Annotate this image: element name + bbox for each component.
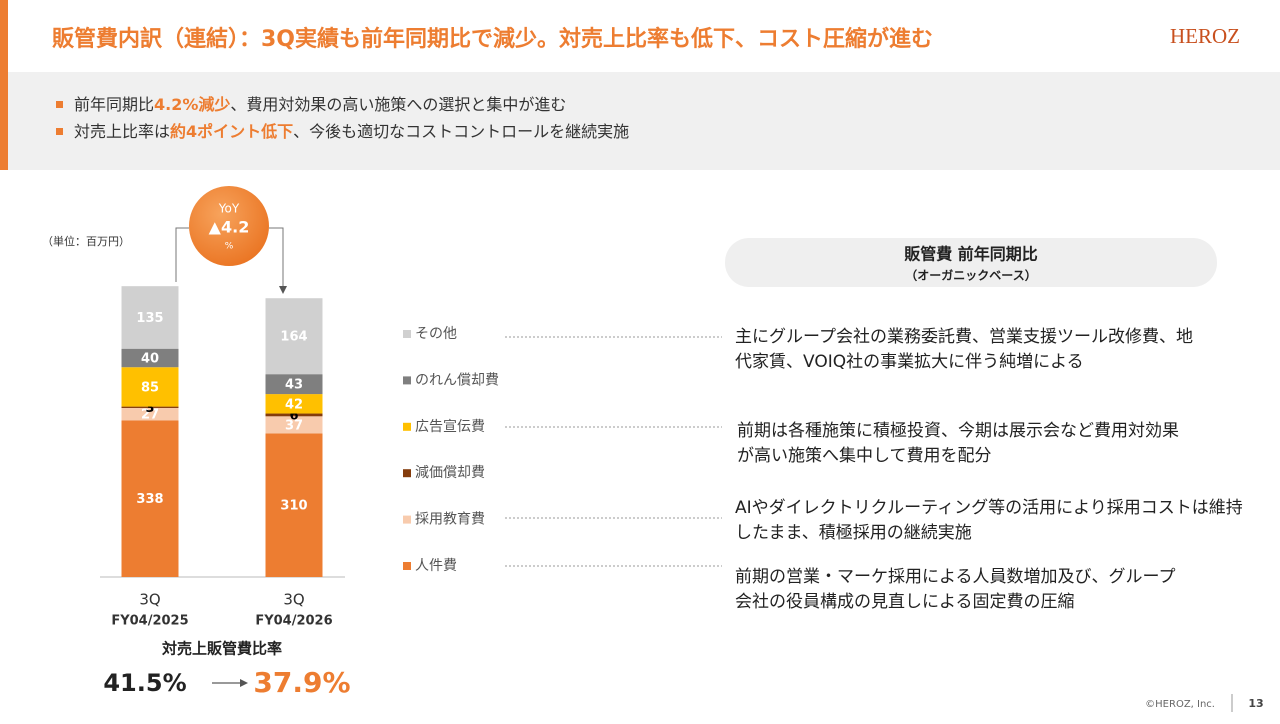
- bullet: 対売上比率は約4ポイント低下、今後も適切なコストコントロールを継続実施: [74, 122, 629, 141]
- note-line: 前期の営業・マーケ採用による人員数増加及び、グループ: [735, 567, 1175, 587]
- legend-swatch: [403, 376, 411, 385]
- bar-segment: [265, 374, 323, 395]
- summary-band: [8, 72, 1280, 170]
- note-line: が高い施策へ集中して費用を配分: [737, 446, 992, 466]
- note-line: 会社の役員構成の見直しによる固定費の圧縮: [735, 592, 1075, 612]
- panel-header: [725, 238, 1217, 287]
- ratio-after: 37.9%: [253, 666, 350, 699]
- yoy-bracket: [269, 227, 287, 294]
- bullet-highlight: 4.2%減少: [154, 95, 230, 114]
- yoy-bracket: [175, 227, 189, 282]
- logo: HEROZ: [1170, 24, 1240, 48]
- bar-segment: [121, 286, 179, 349]
- x-tick-sublabel: FY04/2025: [111, 614, 188, 629]
- bar-segment: [265, 433, 323, 577]
- bullet: 前年同期比4.2%減少、費用対効果の高い施策への選択と集中が進む: [74, 95, 566, 114]
- bar-segment: [121, 407, 179, 421]
- ratio-title: 対売上販管費比率: [161, 640, 282, 658]
- bar-segment: [265, 413, 323, 417]
- bar-segment: [121, 406, 179, 408]
- note-line: したまま、積極採用の継続実施: [735, 523, 972, 543]
- yoy-value: ▲4.2: [209, 218, 250, 237]
- data-label: 164: [280, 330, 307, 345]
- legend-label: 採用教育費: [415, 512, 485, 528]
- data-label: 3: [145, 401, 154, 416]
- legend-swatch: [403, 515, 411, 524]
- bullet-highlight: 約4ポイント低下: [170, 122, 293, 141]
- legend-swatch: [403, 330, 411, 338]
- x-tick-label: 3Q: [139, 591, 160, 609]
- legend-swatch: [403, 469, 411, 478]
- data-label: 135: [136, 311, 163, 326]
- bullet-text: 対売上比率は: [74, 122, 170, 141]
- x-tick-sublabel: FY04/2026: [255, 614, 332, 629]
- bullet-text: 、費用対効果の高い施策への選択と集中が進む: [230, 95, 566, 114]
- accent-bar: [0, 0, 8, 170]
- panel-subtitle: （オーガニックベース）: [905, 268, 1036, 283]
- bar-segment: [121, 420, 179, 577]
- data-label: 40: [141, 351, 159, 366]
- legend-swatch: [403, 562, 411, 570]
- unit-label: （単位：百万円）: [42, 234, 130, 248]
- page-number: 13: [1248, 697, 1263, 710]
- yoy-label: YoY: [218, 202, 240, 216]
- legend-label: その他: [415, 326, 457, 342]
- bar-segment: [265, 416, 323, 434]
- note-line: 代家賃、VOIQ社の事業拡大に伴う純増による: [735, 352, 1084, 372]
- title: 販管費内訳（連結）：3Q実績も前年同期比で減少。対売上比率も低下、コスト圧縮が進…: [52, 26, 933, 52]
- yoy-badge: [189, 186, 269, 266]
- bullet-text: 、今後も適切なコストコントロールを継続実施: [293, 122, 629, 141]
- bar-segment: [265, 394, 323, 414]
- legend-label: 人件費: [415, 558, 457, 574]
- data-label: 43: [285, 378, 303, 393]
- ratio-before: 41.5%: [103, 669, 186, 697]
- panel-title: 販管費 前年同期比: [904, 245, 1038, 264]
- bullet-marker: [56, 128, 63, 135]
- data-label: 42: [285, 397, 303, 412]
- copyright: ©HEROZ, Inc.: [1145, 699, 1215, 710]
- data-label: 85: [141, 380, 159, 395]
- note-line: AIやダイレクトリクルーティング等の活用により採用コストは維持: [735, 498, 1243, 518]
- x-tick-label: 3Q: [283, 591, 304, 609]
- bullet-text: 前年同期比: [74, 95, 154, 114]
- bar-segment: [265, 298, 323, 375]
- notes: 主にグループ会社の業務委託費、営業支援ツール改修費、地 代家賃、VOIQ社の事業…: [735, 327, 1243, 612]
- bar-segment: [121, 367, 179, 407]
- bar-segment: [121, 348, 179, 368]
- bullet-marker: [56, 101, 63, 108]
- legend-label: 広告宣伝費: [415, 419, 485, 435]
- data-label: 338: [136, 492, 163, 507]
- legend-label: のれん償却費: [415, 372, 499, 388]
- data-label: 310: [280, 499, 307, 514]
- data-label: 6: [289, 408, 298, 423]
- data-label: 27: [141, 408, 159, 423]
- note-line: 前期は各種施策に積極投資、今期は展示会など費用対効果: [737, 421, 1179, 441]
- note-line: 主にグループ会社の業務委託費、営業支援ツール改修費、地: [735, 327, 1193, 347]
- legend-label: 減価償却費: [415, 464, 485, 481]
- data-label: 37: [285, 418, 303, 433]
- legend-swatch: [403, 422, 411, 431]
- yoy-unit: %: [225, 242, 234, 252]
